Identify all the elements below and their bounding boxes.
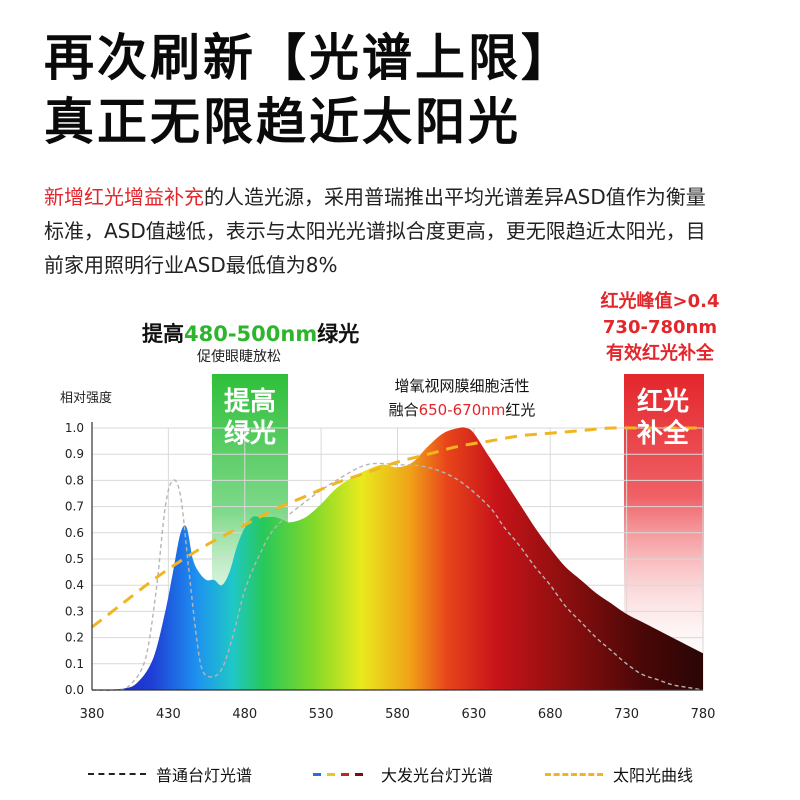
red-callout-line-2: 730-780nm [602,317,718,338]
green-light-callout: 提高480-500nm绿光 [142,318,359,348]
series-sun-line [91,426,703,629]
x-tick-label: 380 [80,707,105,722]
y-tick-label: 1.0 [65,421,84,435]
x-tick-label: 430 [156,707,181,722]
y-tick-label: 0.3 [65,604,84,618]
legend-dafa-swatch [313,772,371,776]
retina-callout-prefix: 融合 [388,401,419,419]
y-tick-label: 0.9 [65,447,84,461]
headline-line-1: 再次刷新【光谱上限】 [44,29,574,87]
green-callout-range: 480-500nm [184,322,318,346]
legend-ordinary: 普通台灯光谱 [88,762,252,786]
y-tick-label: 0.2 [65,631,84,645]
retina-callout-suffix: 红光 [505,401,536,419]
description-text: 的人造光源，采用普瑞推出平均光谱差异ASD值作为衡量标准，ASD值越低，表示与太… [44,185,706,277]
y-tick-label: 0.6 [65,526,84,540]
legend-sun-swatch [545,772,603,776]
x-tick-label: 730 [614,707,639,722]
y-tick-label: 0.5 [65,552,84,566]
y-tick-label: 0.8 [65,473,84,487]
legend-dafa: 大发光台灯光谱 [313,762,493,786]
red-light-callout: 红光峰值>0.4 730-780nm 有效红光补全 [580,289,740,367]
red-band-label-2: 补全 [637,418,690,449]
green-callout-prefix: 提高 [142,322,184,346]
retina-callout-range: 650-670nm [418,401,506,419]
red-band-label-1: 红光 [637,386,689,417]
red-callout-line-3: 有效红光补全 [606,343,714,364]
legend-ordinary-label: 普通台灯光谱 [156,766,253,785]
series-dafa-area [92,427,703,690]
retina-callout: 增氧视网膜细胞活性 融合650-670nm红光 [352,374,572,422]
retina-callout-line-2: 融合650-670nm红光 [352,398,572,422]
y-axis-label: 相对强度 [60,390,112,406]
legend-ordinary-swatch [88,773,146,775]
legend-sun: 太阳光曲线 [545,762,693,786]
red-callout-line-1: 红光峰值>0.4 [600,291,720,312]
x-tick-label: 680 [538,707,563,722]
headline-line-2: 真正无限趋近太阳光 [44,93,521,151]
x-tick-label: 630 [461,707,486,722]
x-tick-label: 480 [232,707,257,722]
retina-callout-line-1: 增氧视网膜细胞活性 [394,377,530,395]
x-tick-label: 580 [385,707,410,722]
x-tick-label: 780 [691,707,716,722]
green-callout-subtext: 促使眼睫放松 [197,349,281,365]
legend-sun-label: 太阳光曲线 [613,766,694,785]
green-band-label-2: 绿光 [224,419,276,449]
description-paragraph: 新增红光增益补充的人造光源，采用普瑞推出平均光谱差异ASD值作为衡量标准，ASD… [44,180,724,282]
axes [91,422,703,691]
y-tick-label: 0.7 [65,500,84,514]
green-callout-suffix: 绿光 [317,322,360,346]
description-highlight: 新增红光增益补充 [44,185,204,209]
x-tick-label: 530 [309,707,334,722]
y-tick-label: 0.0 [65,683,84,697]
y-tick-label: 0.4 [65,578,84,592]
series-ordinary-line [91,462,704,692]
y-tick-label: 0.1 [65,657,84,671]
green-band-label-1: 提高 [224,386,276,417]
legend-dafa-label: 大发光台灯光谱 [381,766,494,785]
